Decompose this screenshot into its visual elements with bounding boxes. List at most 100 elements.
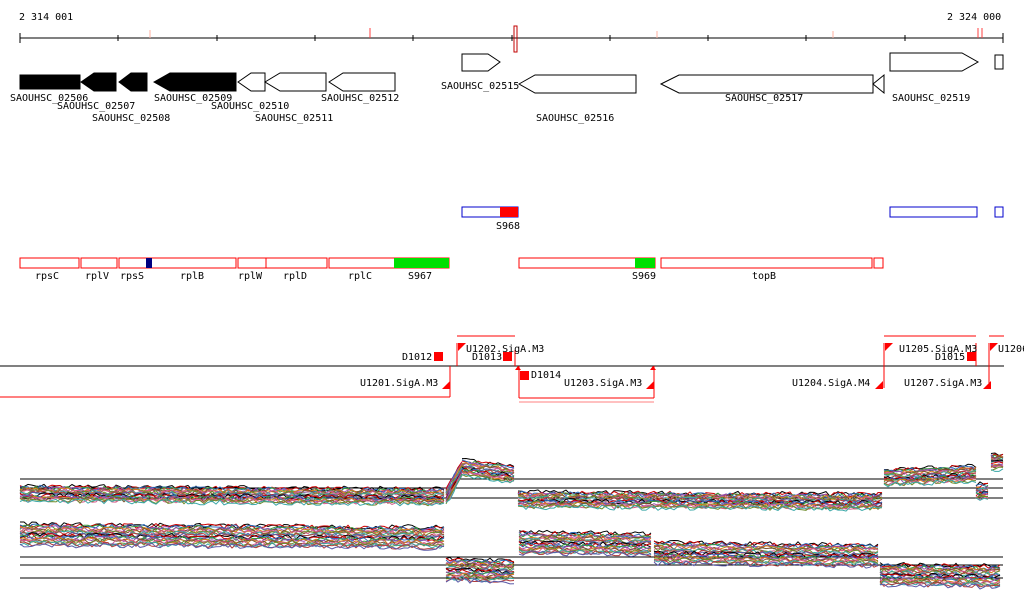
- blue-feature[interactable]: [889, 206, 978, 218]
- expression-profile-line: [19, 542, 1001, 590]
- green-highlight-s969[interactable]: [635, 258, 655, 268]
- current-position-marker[interactable]: [513, 25, 518, 53]
- gene-arrow-02508[interactable]: [118, 72, 148, 92]
- operon-label: rplW: [238, 271, 263, 282]
- gene-label: SAOUHSC_02517: [725, 93, 803, 104]
- tu-label-u1201: U1201.SigA.M3: [360, 378, 438, 389]
- gene-label: SAOUHSC_02516: [536, 113, 614, 124]
- transcription-unit-track: D1012 D1013 D1014 D1015 U1201.SigA.M3 U1…: [0, 335, 1024, 403]
- gene-label: SAOUHSC_02506: [10, 93, 88, 104]
- promoter-flag[interactable]: [442, 381, 450, 389]
- gene-arrow-02507[interactable]: [80, 72, 117, 92]
- operon-box[interactable]: [660, 257, 873, 269]
- operon-label: rplC: [348, 271, 372, 282]
- operon-box[interactable]: [873, 257, 884, 269]
- gene-arrow-02506[interactable]: [19, 74, 81, 90]
- gene-label: SAOUHSC_02510: [211, 101, 289, 112]
- operon-label: S967: [408, 271, 432, 282]
- promoter-flag[interactable]: [983, 381, 991, 389]
- ruler-start-label: 2 314 001: [19, 12, 74, 23]
- operon-label: rplD: [283, 271, 307, 282]
- operon-box[interactable]: [19, 257, 80, 269]
- tu-label-d1013: D1013: [472, 352, 502, 363]
- gene-arrow-02515[interactable]: [461, 53, 501, 72]
- operon-label: rpsS: [120, 271, 144, 282]
- expression-profile-line: [19, 468, 1004, 512]
- gene-arrow-02519[interactable]: [889, 52, 980, 72]
- tss-marker-d1013[interactable]: [503, 352, 512, 361]
- expression-profile-line: [19, 539, 1001, 587]
- expression-profile-line: [20, 534, 1001, 582]
- gene-arrow-02510[interactable]: [237, 72, 266, 92]
- gene-label: SAOUHSC_02509: [154, 93, 232, 104]
- tu-label-u1203: U1203.SigA.M3: [564, 378, 642, 389]
- gene-arrow-02512[interactable]: [328, 72, 396, 92]
- ruler-end-label: 2 324 000: [947, 12, 1002, 23]
- red-segment[interactable]: [500, 207, 518, 217]
- coordinate-ruler: [19, 25, 1004, 53]
- gene-label: SAOUHSC_02507: [57, 101, 135, 112]
- expression-profile-line: [19, 526, 1001, 574]
- operon-track: [19, 257, 884, 269]
- expression-profile-line: [19, 541, 1001, 588]
- operon-box[interactable]: [518, 257, 656, 269]
- gene-label: SAOUHSC_02508: [92, 113, 170, 124]
- tu-label-d1012: D1012: [402, 352, 432, 363]
- tss-marker-d1015[interactable]: [967, 352, 976, 361]
- gene-arrow-02516[interactable]: [517, 74, 637, 94]
- operon-label: rplB: [180, 271, 204, 282]
- expression-profile-line: [19, 522, 1001, 570]
- tu-label-d1014: D1014: [531, 370, 561, 381]
- tu-label-u1207: U1207.SigA.M3: [904, 378, 982, 389]
- gene-label: SAOUHSC_02511: [255, 113, 333, 124]
- gene-labels: SAOUHSC_02506 SAOUHSC_02507 SAOUHSC_0250…: [10, 81, 970, 124]
- operon-labels: rpsC rplV rpsS rplB rplW rplD rplC S967 …: [35, 271, 776, 282]
- tu-label-u1205: U1205.SigA.M3: [899, 344, 977, 355]
- operon-box[interactable]: [237, 257, 267, 269]
- tu-label-u1204: U1204.SigA.M4: [792, 378, 870, 389]
- expression-track-top: [19, 452, 1004, 512]
- tss-marker-d1014[interactable]: [520, 371, 529, 380]
- expression-profile-line: [19, 463, 1004, 510]
- promoter-flag[interactable]: [875, 381, 883, 389]
- promoter-flag[interactable]: [990, 343, 998, 351]
- tss-marker-d1012[interactable]: [434, 352, 443, 361]
- gene-arrow-02517[interactable]: [659, 74, 874, 94]
- gene-label: SAOUHSC_02512: [321, 93, 399, 104]
- operon-label: S969: [632, 271, 656, 282]
- green-highlight-s967[interactable]: [394, 258, 449, 268]
- operon-box[interactable]: [80, 257, 118, 269]
- blue-feature[interactable]: [994, 206, 1004, 218]
- operon-label: topB: [752, 271, 776, 282]
- gene-arrow-02509[interactable]: [152, 72, 237, 92]
- promoter-flag[interactable]: [885, 343, 893, 351]
- operon-box[interactable]: [118, 257, 237, 269]
- expression-profile-line: [19, 523, 1001, 571]
- expression-profile-line: [20, 521, 1001, 569]
- promoter-flag[interactable]: [646, 381, 654, 389]
- gene-track: [19, 52, 1004, 95]
- expression-profile-line: [19, 527, 1001, 575]
- expression-profile-line: [19, 537, 1001, 585]
- tu-label-d1015: D1015: [935, 352, 965, 363]
- gene-partial-edge[interactable]: [994, 54, 1004, 70]
- gene-label: SAOUHSC_02519: [892, 93, 970, 104]
- tu-label-u1202: U1202.SigA.M3: [466, 344, 544, 355]
- feature-label-s968: S968: [496, 221, 520, 232]
- expression-track-bottom: [19, 521, 1003, 590]
- gene-arrow-02511[interactable]: [264, 72, 327, 92]
- gene-arrow-02518[interactable]: [872, 73, 885, 95]
- promoter-flag[interactable]: [458, 343, 466, 351]
- blue-feature-track: S968: [461, 206, 1004, 232]
- expression-profile-line: [19, 466, 1004, 511]
- gene-label: SAOUHSC_02515: [441, 81, 519, 92]
- navy-mark: [146, 258, 152, 268]
- operon-label: rpsC: [35, 271, 59, 282]
- operon-label: rplV: [85, 271, 109, 282]
- tu-label-u1206: U1206: [998, 344, 1024, 355]
- expression-profile-line: [19, 538, 1001, 586]
- operon-box[interactable]: [265, 257, 328, 269]
- expression-profile-line: [19, 524, 1001, 572]
